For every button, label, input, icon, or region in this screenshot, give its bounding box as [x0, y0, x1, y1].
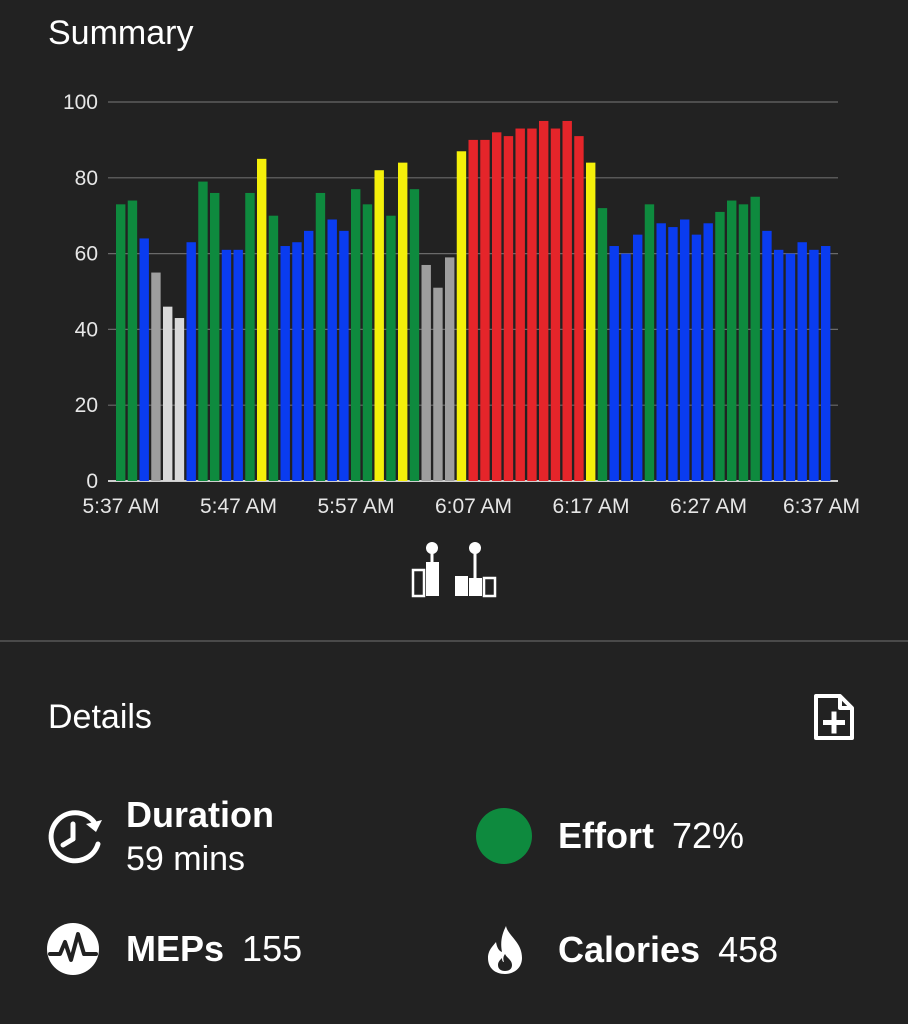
heartbeat-icon [47, 923, 99, 975]
chart-bar [257, 158, 267, 481]
calories-value: 458 [718, 929, 779, 970]
chart-bar [762, 230, 772, 481]
chart-bar [480, 139, 490, 481]
chart-bar [210, 192, 220, 481]
chart-bar [621, 253, 631, 481]
chart-bar [139, 238, 149, 481]
chart-bar [785, 253, 796, 481]
chart-bar [703, 223, 713, 481]
chart-bar [527, 128, 537, 481]
chart-bar [821, 246, 831, 481]
chart-bar [398, 162, 408, 481]
chart-bar [539, 120, 549, 481]
summary-title: Summary [48, 14, 194, 52]
effort-dot-icon [476, 808, 532, 864]
effort-metric: Effort 72% [476, 808, 744, 864]
chart-type-toggle[interactable] [410, 540, 500, 602]
chart-bar [315, 192, 326, 481]
chart-bar [374, 170, 384, 481]
chart-bar [562, 120, 572, 481]
chart-bar [292, 242, 302, 481]
chart-bar [550, 128, 561, 481]
chart-bar [668, 227, 678, 481]
x-tick-label: 5:57 AM [317, 495, 394, 518]
section-divider [0, 640, 908, 642]
chart-bar [186, 242, 196, 481]
y-tick-label: 80 [75, 167, 98, 190]
y-tick-label: 20 [75, 394, 98, 417]
chart-bar [515, 128, 525, 481]
chart-bar [362, 204, 373, 481]
chart-bar [680, 219, 690, 482]
chart-bar [116, 204, 126, 481]
summary-chart: 0 20 40 60 80 100 5:37 AM 5:47 AM 5:57 AM 6:07 AM… [0, 80, 908, 530]
bar-chart-icon [411, 542, 497, 598]
chart-bar [421, 264, 431, 481]
chart-bar [445, 257, 455, 481]
add-file-button[interactable] [812, 692, 856, 742]
chart-bar [221, 249, 232, 481]
meps-metric: MEPs 155 [46, 922, 302, 976]
chart-bar [727, 200, 737, 481]
chart-bar [574, 136, 584, 482]
chart-bar [492, 132, 502, 481]
clock-refresh-icon [48, 809, 102, 863]
chart-bar [304, 230, 314, 481]
chart-bar [468, 139, 478, 481]
chart-bar [633, 234, 643, 481]
chart-bar [644, 204, 655, 481]
x-tick-label: 6:07 AM [435, 495, 512, 518]
chart-bar [597, 208, 608, 481]
chart-bar [433, 287, 443, 481]
chart-bar [715, 211, 725, 481]
effort-label: Effort [558, 815, 654, 856]
x-tick-label: 5:37 AM [82, 495, 159, 518]
calories-label: Calories [558, 929, 701, 970]
chart-bar [409, 189, 420, 482]
chart-bar [198, 181, 208, 481]
calories-metric: Calories 458 [484, 924, 778, 976]
bar-chart: 0 20 40 60 80 100 5:37 AM 5:47 AM 5:57 AM 6:07 AM… [63, 91, 860, 518]
chart-bar [809, 249, 819, 481]
chart-bar [797, 242, 807, 481]
chart-bar [738, 204, 749, 481]
chart-bar [245, 192, 255, 481]
meps-label: MEPs [126, 928, 225, 969]
chart-bar [750, 196, 760, 481]
chart-bar [163, 306, 173, 481]
y-tick-label: 40 [75, 318, 98, 341]
chart-bar [386, 215, 396, 481]
chart-bar [503, 136, 514, 482]
meps-value: 155 [242, 928, 303, 969]
chart-bar [280, 246, 290, 481]
y-tick-label: 100 [63, 91, 98, 114]
chart-bar [268, 215, 279, 481]
x-tick-label: 5:47 AM [200, 495, 277, 518]
flame-icon [488, 926, 522, 974]
duration-label: Duration [126, 794, 274, 835]
x-tick-label: 6:17 AM [552, 495, 629, 518]
add-file-icon [814, 694, 854, 740]
chart-bar [233, 249, 243, 481]
chart-bar [586, 162, 596, 481]
x-tick-label: 6:27 AM [670, 495, 747, 518]
effort-value: 72% [671, 815, 745, 856]
chart-bar [656, 223, 666, 481]
chart-bar [456, 151, 467, 481]
x-tick-label: 6:37 AM [783, 495, 860, 518]
duration-value: 59 mins [126, 840, 246, 878]
y-tick-label: 60 [75, 243, 98, 266]
chart-bar [127, 200, 138, 481]
chart-bar [151, 272, 161, 481]
chart-bar [691, 234, 702, 481]
chart-bar [351, 189, 361, 482]
chart-bar [609, 246, 619, 481]
chart-bar [174, 318, 185, 481]
chart-bar [327, 219, 337, 482]
y-tick-label: 0 [86, 470, 98, 493]
chart-bar [774, 249, 784, 481]
details-title: Details [48, 698, 152, 736]
chart-bar [339, 230, 349, 481]
duration-metric: Duration 59 mins [46, 794, 274, 879]
